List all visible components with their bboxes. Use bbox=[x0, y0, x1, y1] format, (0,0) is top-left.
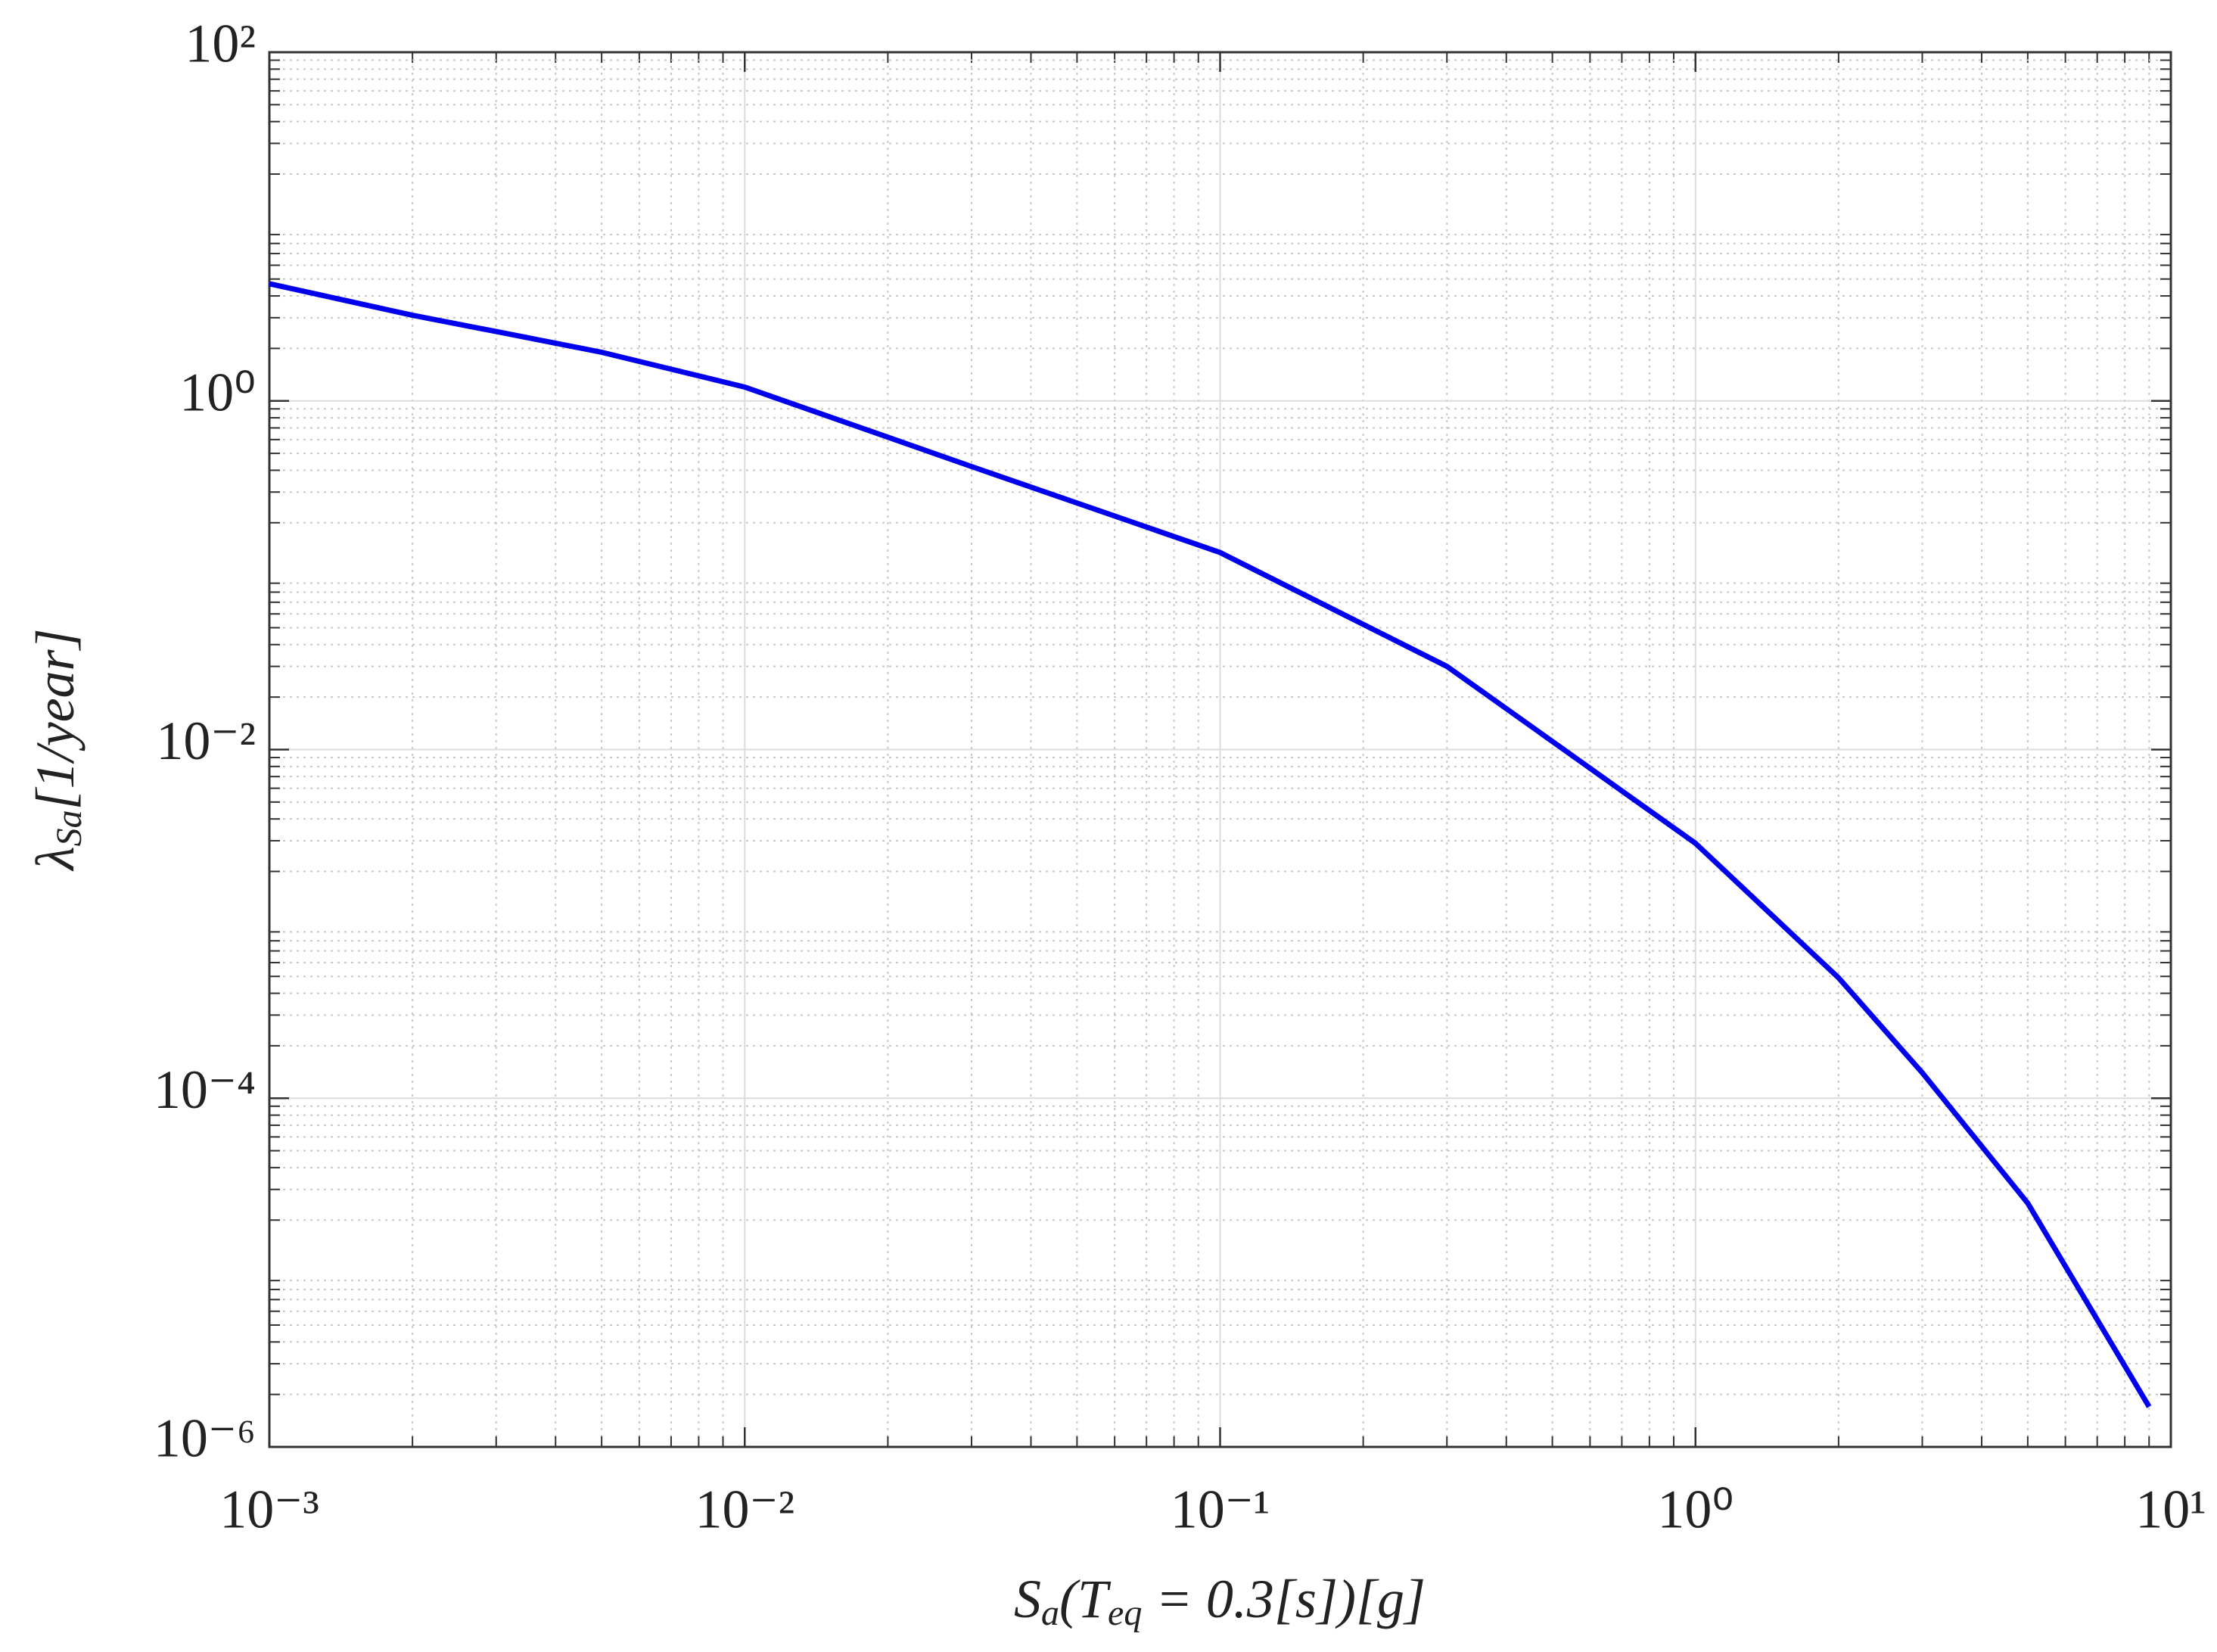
x-label-main: S bbox=[1014, 1569, 1041, 1629]
plot-frame bbox=[268, 51, 2172, 1448]
y-axis-label: λSa[1/year] bbox=[25, 628, 90, 871]
x-tick-label: 10⁻² bbox=[695, 1479, 794, 1540]
x-label-sub2: eq bbox=[1108, 1593, 1142, 1633]
x-label-rest: = 0.3[s])[g] bbox=[1142, 1569, 1426, 1629]
data-line bbox=[269, 281, 2152, 1408]
x-label-sub: a bbox=[1041, 1593, 1059, 1633]
y-label-sub: Sa bbox=[49, 810, 89, 846]
y-tick-label: 10⁻⁶ bbox=[154, 1408, 256, 1469]
x-tick-label: 10⁰ bbox=[1657, 1479, 1733, 1540]
y-tick-label: 10⁰ bbox=[179, 362, 256, 422]
y-tick-label: 10⁻² bbox=[156, 711, 256, 771]
x-label-open: (T bbox=[1059, 1569, 1112, 1629]
y-label-main: λ bbox=[25, 846, 86, 871]
x-tick-label: 10⁻¹ bbox=[1171, 1479, 1270, 1540]
x-axis-label: Sa(Teq = 0.3[s])[g] bbox=[1014, 1569, 1426, 1634]
x-tick-label: 10⁻³ bbox=[219, 1479, 319, 1540]
y-tick-label: 10² bbox=[185, 14, 256, 74]
y-label-rest: [1/year] bbox=[25, 628, 86, 810]
y-tick-label: 10⁻⁴ bbox=[154, 1059, 256, 1120]
x-tick-label: 10¹ bbox=[2135, 1479, 2206, 1540]
